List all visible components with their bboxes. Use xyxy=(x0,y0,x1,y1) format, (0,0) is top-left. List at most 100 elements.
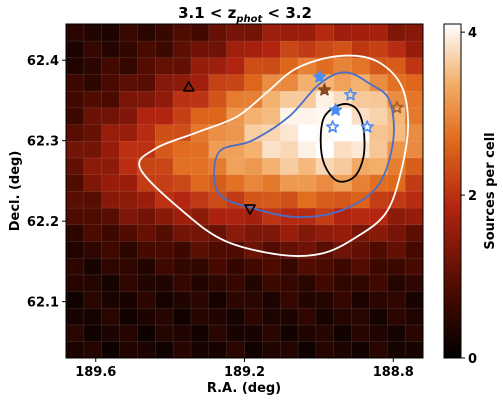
heatmap-cell xyxy=(226,107,246,125)
heatmap-cell xyxy=(226,157,246,175)
heatmap-cell xyxy=(244,324,263,342)
heatmap-cell xyxy=(333,174,353,192)
heatmap-cell xyxy=(208,90,228,109)
heatmap-cell xyxy=(226,290,246,309)
heatmap-cell xyxy=(404,174,423,192)
heatmap-cell xyxy=(404,40,423,59)
chart-title: 3.1 < zphot < 3.2 xyxy=(178,4,312,25)
heatmap-cell xyxy=(172,341,192,358)
heatmap-cell xyxy=(66,73,85,92)
heatmap-cell xyxy=(190,207,210,226)
heatmap-cell xyxy=(279,341,299,358)
heatmap-cell xyxy=(66,290,85,309)
heatmap-cell xyxy=(262,240,281,259)
heatmap-cell xyxy=(226,73,246,92)
heatmap-cell xyxy=(279,324,299,342)
heatmap-cell xyxy=(369,274,388,292)
heatmap-cell xyxy=(404,73,423,92)
heatmap-cell xyxy=(404,240,423,259)
heatmap-cell xyxy=(137,324,156,342)
heatmap-cell xyxy=(155,257,174,276)
heatmap-cell xyxy=(262,224,281,242)
heatmap-cell xyxy=(119,40,139,59)
heatmap-cell xyxy=(66,157,85,175)
heatmap-cell xyxy=(208,57,228,75)
heatmap-cell xyxy=(279,90,299,109)
heatmap-cell xyxy=(190,174,210,192)
heatmap-cell xyxy=(333,341,353,358)
heatmap-cell xyxy=(172,290,192,309)
heatmap-cell xyxy=(119,90,139,109)
heatmap-cell xyxy=(387,290,406,309)
heatmap-cell xyxy=(279,274,299,292)
heatmap-cell xyxy=(190,307,210,326)
heatmap-cell xyxy=(315,24,335,42)
heatmap-cell xyxy=(155,274,174,292)
heatmap-cell xyxy=(137,40,156,59)
heatmap-cell xyxy=(244,341,263,358)
heatmap-cell xyxy=(262,307,281,326)
heatmap-cell xyxy=(333,224,353,242)
heatmap-cell xyxy=(369,24,388,42)
heatmap-cell xyxy=(262,257,281,276)
heatmap-cell xyxy=(66,123,85,142)
heatmap-cell xyxy=(244,57,263,75)
star-marker xyxy=(360,120,374,133)
heatmap-cell xyxy=(279,140,299,159)
heatmap-cell xyxy=(66,140,85,159)
star-marker xyxy=(344,88,357,101)
heatmap-cell xyxy=(66,90,85,109)
heatmap-cell xyxy=(387,224,406,242)
star-marker xyxy=(329,103,343,116)
heatmap-cell xyxy=(333,240,353,259)
heatmap-cell xyxy=(172,174,192,192)
heatmap-cell xyxy=(315,274,335,292)
heatmap-cell xyxy=(190,57,210,75)
heatmap-cell xyxy=(83,207,103,226)
heatmap-cell xyxy=(155,90,174,109)
heatmap-cell xyxy=(262,190,281,209)
heatmap-cell xyxy=(155,307,174,326)
heatmap-cell xyxy=(190,157,210,175)
heatmap-cell xyxy=(226,274,246,292)
x-axis-label: R.A. (deg) xyxy=(207,381,281,396)
heatmap-cell xyxy=(404,190,423,209)
contour-outer xyxy=(138,54,410,258)
heatmap-cell xyxy=(190,90,210,109)
heatmap-cell xyxy=(315,290,335,309)
heatmap-cell xyxy=(262,207,281,226)
heatmap-cell xyxy=(101,257,121,276)
heatmap-cell xyxy=(262,274,281,292)
heatmap-cell xyxy=(297,174,317,192)
star-marker xyxy=(317,83,331,96)
heatmap-cell xyxy=(83,174,103,192)
heatmap-cell xyxy=(262,140,281,159)
heatmap-cell xyxy=(190,24,210,42)
heatmap-cell xyxy=(279,73,299,92)
heatmap-cell xyxy=(404,90,423,109)
heatmap-cell xyxy=(172,307,192,326)
heatmap-cell xyxy=(279,307,299,326)
heatmap-cell xyxy=(155,190,174,209)
heatmap-cell xyxy=(297,290,317,309)
heatmap-cell xyxy=(172,90,192,109)
star-marker xyxy=(390,100,404,114)
heatmap-cell xyxy=(351,240,371,259)
heatmap-cell xyxy=(244,123,263,142)
heatmap-cell xyxy=(279,40,299,59)
heatmap-cell xyxy=(101,40,121,59)
heatmap-cell xyxy=(66,40,85,59)
heatmap-cell xyxy=(404,307,423,326)
heatmap-cell xyxy=(155,24,174,42)
heatmap-cell xyxy=(226,207,246,226)
y-axis: 62.1 62.2 62.3 62.4 xyxy=(27,54,66,311)
heatmap-cell xyxy=(315,307,335,326)
heatmap-cell xyxy=(279,174,299,192)
heatmap-cell xyxy=(190,224,210,242)
heatmap-cell xyxy=(333,24,353,42)
heatmap-cell xyxy=(369,107,388,125)
heatmap-cell xyxy=(404,274,423,292)
heatmap-cell xyxy=(244,24,263,42)
y-tick-label: 62.3 xyxy=(27,135,59,150)
x-tick-label: 188.8 xyxy=(373,365,414,380)
